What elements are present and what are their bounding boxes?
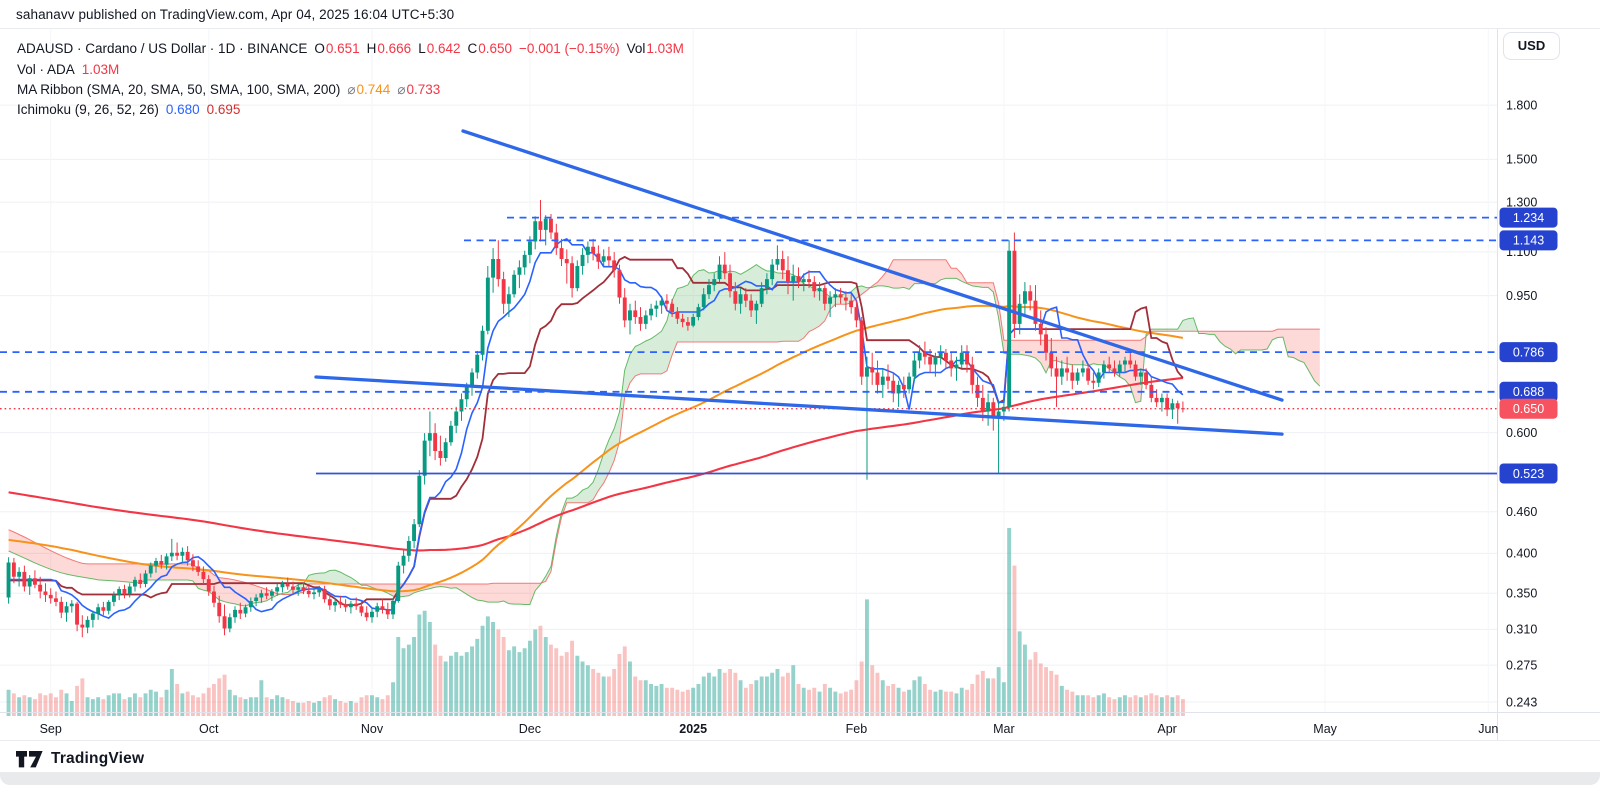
month-label-Feb: Feb: [846, 722, 868, 736]
legend-segment: Vol: [626, 41, 646, 56]
legend-segment: 0.744: [356, 82, 391, 97]
price-tick-label: 0.460: [1506, 505, 1537, 519]
trendline-1: [461, 129, 1284, 402]
legend-segment: 0.680: [165, 102, 200, 117]
legend-segment: 0.695: [206, 102, 241, 117]
tenkan-line: [8, 237, 1184, 620]
price-tick-label: 0.600: [1506, 426, 1537, 440]
legend-segment: MA Ribbon (SMA, 20, SMA, 50, SMA, 100, S…: [17, 82, 341, 97]
tradingview-logo-icon: [16, 750, 43, 767]
legend-segment: L: [418, 41, 426, 56]
candles-layer: [6, 200, 1185, 638]
sma-100-line: [8, 304, 1184, 593]
price-badge-label: 0.786: [1513, 345, 1544, 359]
price-badge-1.234: [1499, 207, 1558, 228]
price-badge-0.688: [1499, 381, 1558, 402]
price-tick-label: 0.400: [1506, 547, 1537, 561]
price-badge-label: 0.688: [1513, 385, 1544, 399]
legend-segment: −0.001 (−0.15%): [519, 41, 620, 56]
price-badge-1.143: [1499, 230, 1558, 251]
legend-segment: Ichimoku (9, 26, 52, 26): [17, 102, 159, 117]
month-label-Oct: Oct: [199, 722, 219, 736]
price-badge-label: 0.650: [1513, 402, 1544, 416]
month-label-May: May: [1313, 722, 1337, 736]
kijun-line: [8, 255, 1184, 606]
legend-segment: ADAUSD · Cardano / US Dollar · 1D · BINA…: [17, 41, 308, 56]
page-bottom-edge: [0, 772, 1600, 785]
price-badge-0.523: [1499, 463, 1558, 484]
legend-segment: H: [366, 41, 377, 56]
tradingview-brand-text: TradingView: [51, 750, 145, 767]
legend-segment: Vol · ADA: [17, 62, 75, 77]
month-label-Nov: Nov: [361, 722, 384, 736]
legend-segment: ⌀: [397, 82, 406, 97]
price-badge-label: 0.523: [1513, 467, 1544, 481]
price-badge-0.650: [1499, 398, 1558, 419]
currency-unit-button[interactable]: USD: [1503, 32, 1560, 60]
ichimoku-lines: [8, 237, 1184, 620]
legend-ma-ribbon-row[interactable]: MA Ribbon (SMA, 20, SMA, 50, SMA, 100, S…: [17, 81, 447, 99]
legend-segment: 1.03M: [81, 62, 120, 77]
legend-ichimoku-row[interactable]: Ichimoku (9, 26, 52, 26) 0.680 0.695: [17, 101, 247, 119]
trendlines: [314, 129, 1284, 436]
price-badge-label: 1.143: [1513, 234, 1544, 248]
volume-bars-up: [6, 528, 1175, 716]
price-tick-label: 0.275: [1506, 658, 1537, 672]
price-badge-0.786: [1499, 342, 1558, 363]
legend-volume-row[interactable]: Vol · ADA 1.03M: [17, 61, 126, 79]
price-tick-label: 0.350: [1506, 587, 1537, 601]
month-label-Mar: Mar: [993, 722, 1015, 736]
legend-segment: 1.03M: [646, 41, 684, 56]
legend-segment: 0.650: [478, 41, 513, 56]
price-tick-label: 1.500: [1506, 153, 1537, 167]
legend-segment: ⌀: [347, 82, 356, 97]
month-label-Jun: Jun: [1478, 722, 1498, 736]
drawn-levels: [0, 216, 1497, 475]
month-label-Sep: Sep: [40, 722, 62, 736]
volume-pane: [6, 528, 1185, 716]
legend-segment: 0.642: [426, 41, 461, 56]
time-axis[interactable]: Sep Oct Nov Dec 2025 Feb Mar Apr May Jun: [40, 722, 1499, 736]
legend-segment: 0.651: [325, 41, 360, 56]
month-label-Dec: Dec: [519, 722, 541, 736]
price-tick-label: 1.300: [1506, 195, 1537, 209]
publish-attribution: sahanavv published on TradingView.com, A…: [16, 7, 455, 22]
legend-segment: 0.666: [377, 41, 412, 56]
legend-segment: O: [314, 41, 325, 56]
price-tick-label: 0.310: [1506, 623, 1537, 637]
legend-symbol-row[interactable]: ADAUSD · Cardano / US Dollar · 1D · BINA…: [17, 40, 691, 58]
price-tick-label: 0.243: [1506, 695, 1537, 709]
sma-200-line: [8, 376, 1184, 552]
month-label-Apr: Apr: [1157, 722, 1176, 736]
tradingview-branding[interactable]: TradingView: [16, 746, 144, 772]
price-axis[interactable]: 1.8001.5001.3001.1000.9500.6000.4600.400…: [0, 28, 1600, 741]
legend-segment: C: [467, 41, 478, 56]
volume-bars-down: [11, 565, 1185, 716]
price-badge-label: 1.234: [1513, 211, 1544, 225]
trendline-2: [314, 375, 1284, 436]
legend-segment: 0.733: [406, 82, 441, 97]
price-tick-label: 0.950: [1506, 289, 1537, 303]
price-tick-label: 1.800: [1506, 98, 1537, 112]
month-label-2025: 2025: [679, 722, 707, 736]
